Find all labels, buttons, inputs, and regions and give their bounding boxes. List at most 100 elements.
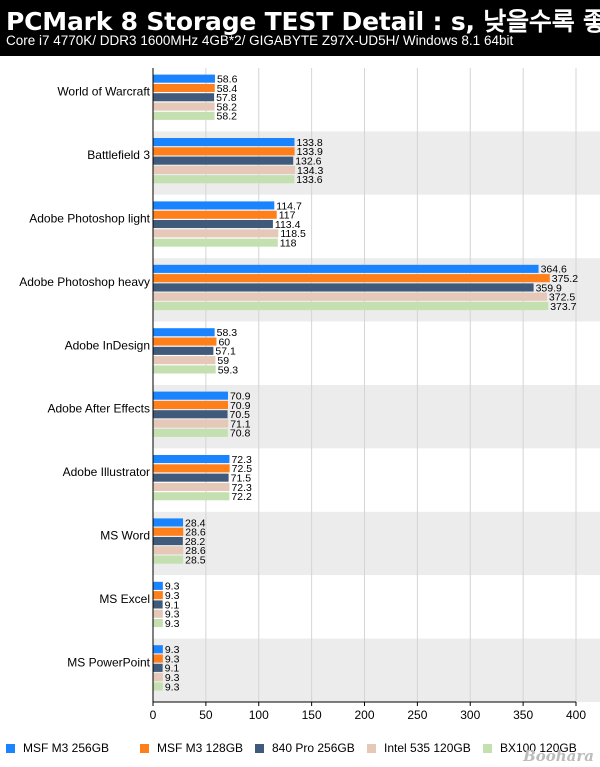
bar xyxy=(153,292,547,301)
x-tick-label: 0 xyxy=(150,708,157,722)
bar xyxy=(153,102,215,111)
bar xyxy=(153,283,534,292)
data-label: 133.6 xyxy=(296,174,322,186)
x-tick-label: 50 xyxy=(199,708,213,722)
x-tick-label: 150 xyxy=(302,708,322,722)
bar xyxy=(153,93,215,102)
data-label: 58.3 xyxy=(217,327,238,339)
chart-subtitle: Core i7 4770K/ DDR3 1600MHz 4GB*2/ GIGAB… xyxy=(6,33,514,48)
bar xyxy=(153,111,215,120)
bar xyxy=(153,220,273,229)
data-label: 9.3 xyxy=(165,681,180,693)
data-label: 28.5 xyxy=(185,555,206,567)
category-label: Adobe After Effects xyxy=(47,402,150,416)
category-label: World of Warcraft xyxy=(57,85,150,99)
legend-label: BX100 120GB xyxy=(500,741,577,755)
bar xyxy=(153,645,163,654)
legend-label: MSF M3 128GB xyxy=(157,741,244,755)
data-label: 114.7 xyxy=(276,200,302,212)
bar xyxy=(153,229,279,238)
data-label: 58.2 xyxy=(217,111,238,123)
data-label: 372.5 xyxy=(549,292,575,304)
x-tick-label: 100 xyxy=(249,708,269,722)
data-label: 9.1 xyxy=(165,599,180,611)
legend-item: BX100 120GB xyxy=(483,741,577,755)
category-band xyxy=(153,321,600,385)
data-label: 70.9 xyxy=(230,391,251,403)
bar xyxy=(153,518,184,527)
bar xyxy=(153,147,295,156)
watermark-logo: Boohara xyxy=(523,747,594,765)
category-band xyxy=(153,638,600,702)
bar xyxy=(153,464,230,473)
data-label: 58.6 xyxy=(217,74,238,86)
data-label: 134.3 xyxy=(297,165,323,177)
bar xyxy=(153,175,295,184)
bar xyxy=(153,156,294,165)
data-label: 59 xyxy=(217,355,229,367)
bar xyxy=(153,537,183,546)
legend-item: 840 Pro 256GB xyxy=(255,741,355,755)
data-label: 9.3 xyxy=(165,672,180,684)
legend-swatch xyxy=(255,743,264,753)
data-label: 9.3 xyxy=(165,644,180,656)
data-label: 9.1 xyxy=(165,663,180,675)
legend-swatch xyxy=(140,743,149,753)
data-label: 364.6 xyxy=(541,264,567,276)
data-label: 9.3 xyxy=(165,653,180,665)
bar xyxy=(153,356,216,365)
legend-item: MSF M3 128GB xyxy=(140,741,243,755)
bar xyxy=(153,546,184,555)
category-label: MS PowerPoint xyxy=(67,655,150,669)
data-label: 28.6 xyxy=(185,527,206,539)
data-label: 58.2 xyxy=(217,101,238,113)
data-label: 70.9 xyxy=(230,400,251,412)
bar xyxy=(153,600,163,609)
bar xyxy=(153,455,230,464)
legend-item: Intel 535 120GB xyxy=(367,741,471,755)
data-label: 117 xyxy=(279,210,296,222)
x-tick-label: 200 xyxy=(354,708,374,722)
bar xyxy=(153,410,228,419)
category-label: MS Word xyxy=(100,529,150,543)
legend-swatch xyxy=(483,743,492,753)
bar xyxy=(153,419,229,428)
legend-swatch xyxy=(6,743,15,753)
x-tick-label: 400 xyxy=(566,708,586,722)
category-label: Battlefield 3 xyxy=(87,148,150,162)
bar xyxy=(153,210,277,219)
bar xyxy=(153,365,216,374)
bar xyxy=(153,527,184,536)
bar xyxy=(153,428,228,437)
data-label: 28.4 xyxy=(185,517,206,529)
data-label: 58.4 xyxy=(217,83,238,95)
bar xyxy=(153,274,550,283)
category-band xyxy=(153,575,600,639)
category-label: Adobe Photoshop heavy xyxy=(19,275,150,289)
data-label: 118 xyxy=(280,238,297,250)
header-banner: PCMark 8 Storage TEST Detail : s, 낮을수록 좋… xyxy=(0,0,600,56)
chart-title: PCMark 8 Storage TEST Detail : s, 낮을수록 좋… xyxy=(6,7,600,36)
data-label: 70.5 xyxy=(230,409,251,421)
bar xyxy=(153,346,214,355)
data-label: 70.8 xyxy=(230,428,251,440)
bar xyxy=(153,555,184,564)
bar xyxy=(153,609,163,618)
bar xyxy=(153,138,295,147)
data-label: 71.1 xyxy=(230,418,251,430)
bar xyxy=(153,482,230,491)
bar xyxy=(153,165,296,174)
legend-label: MSF M3 256GB xyxy=(23,741,110,755)
bar xyxy=(153,337,217,346)
category-label: Adobe Illustrator xyxy=(63,465,150,479)
data-label: 133.8 xyxy=(296,137,322,149)
data-label: 359.9 xyxy=(536,282,562,294)
data-label: 28.6 xyxy=(185,545,206,557)
data-label: 57.1 xyxy=(215,346,236,358)
category-label: MS Excel xyxy=(99,592,150,606)
data-label: 375.2 xyxy=(552,273,578,285)
bar xyxy=(153,83,215,92)
data-label: 9.3 xyxy=(165,609,180,621)
bar xyxy=(153,663,163,672)
x-tick-label: 350 xyxy=(513,708,533,722)
